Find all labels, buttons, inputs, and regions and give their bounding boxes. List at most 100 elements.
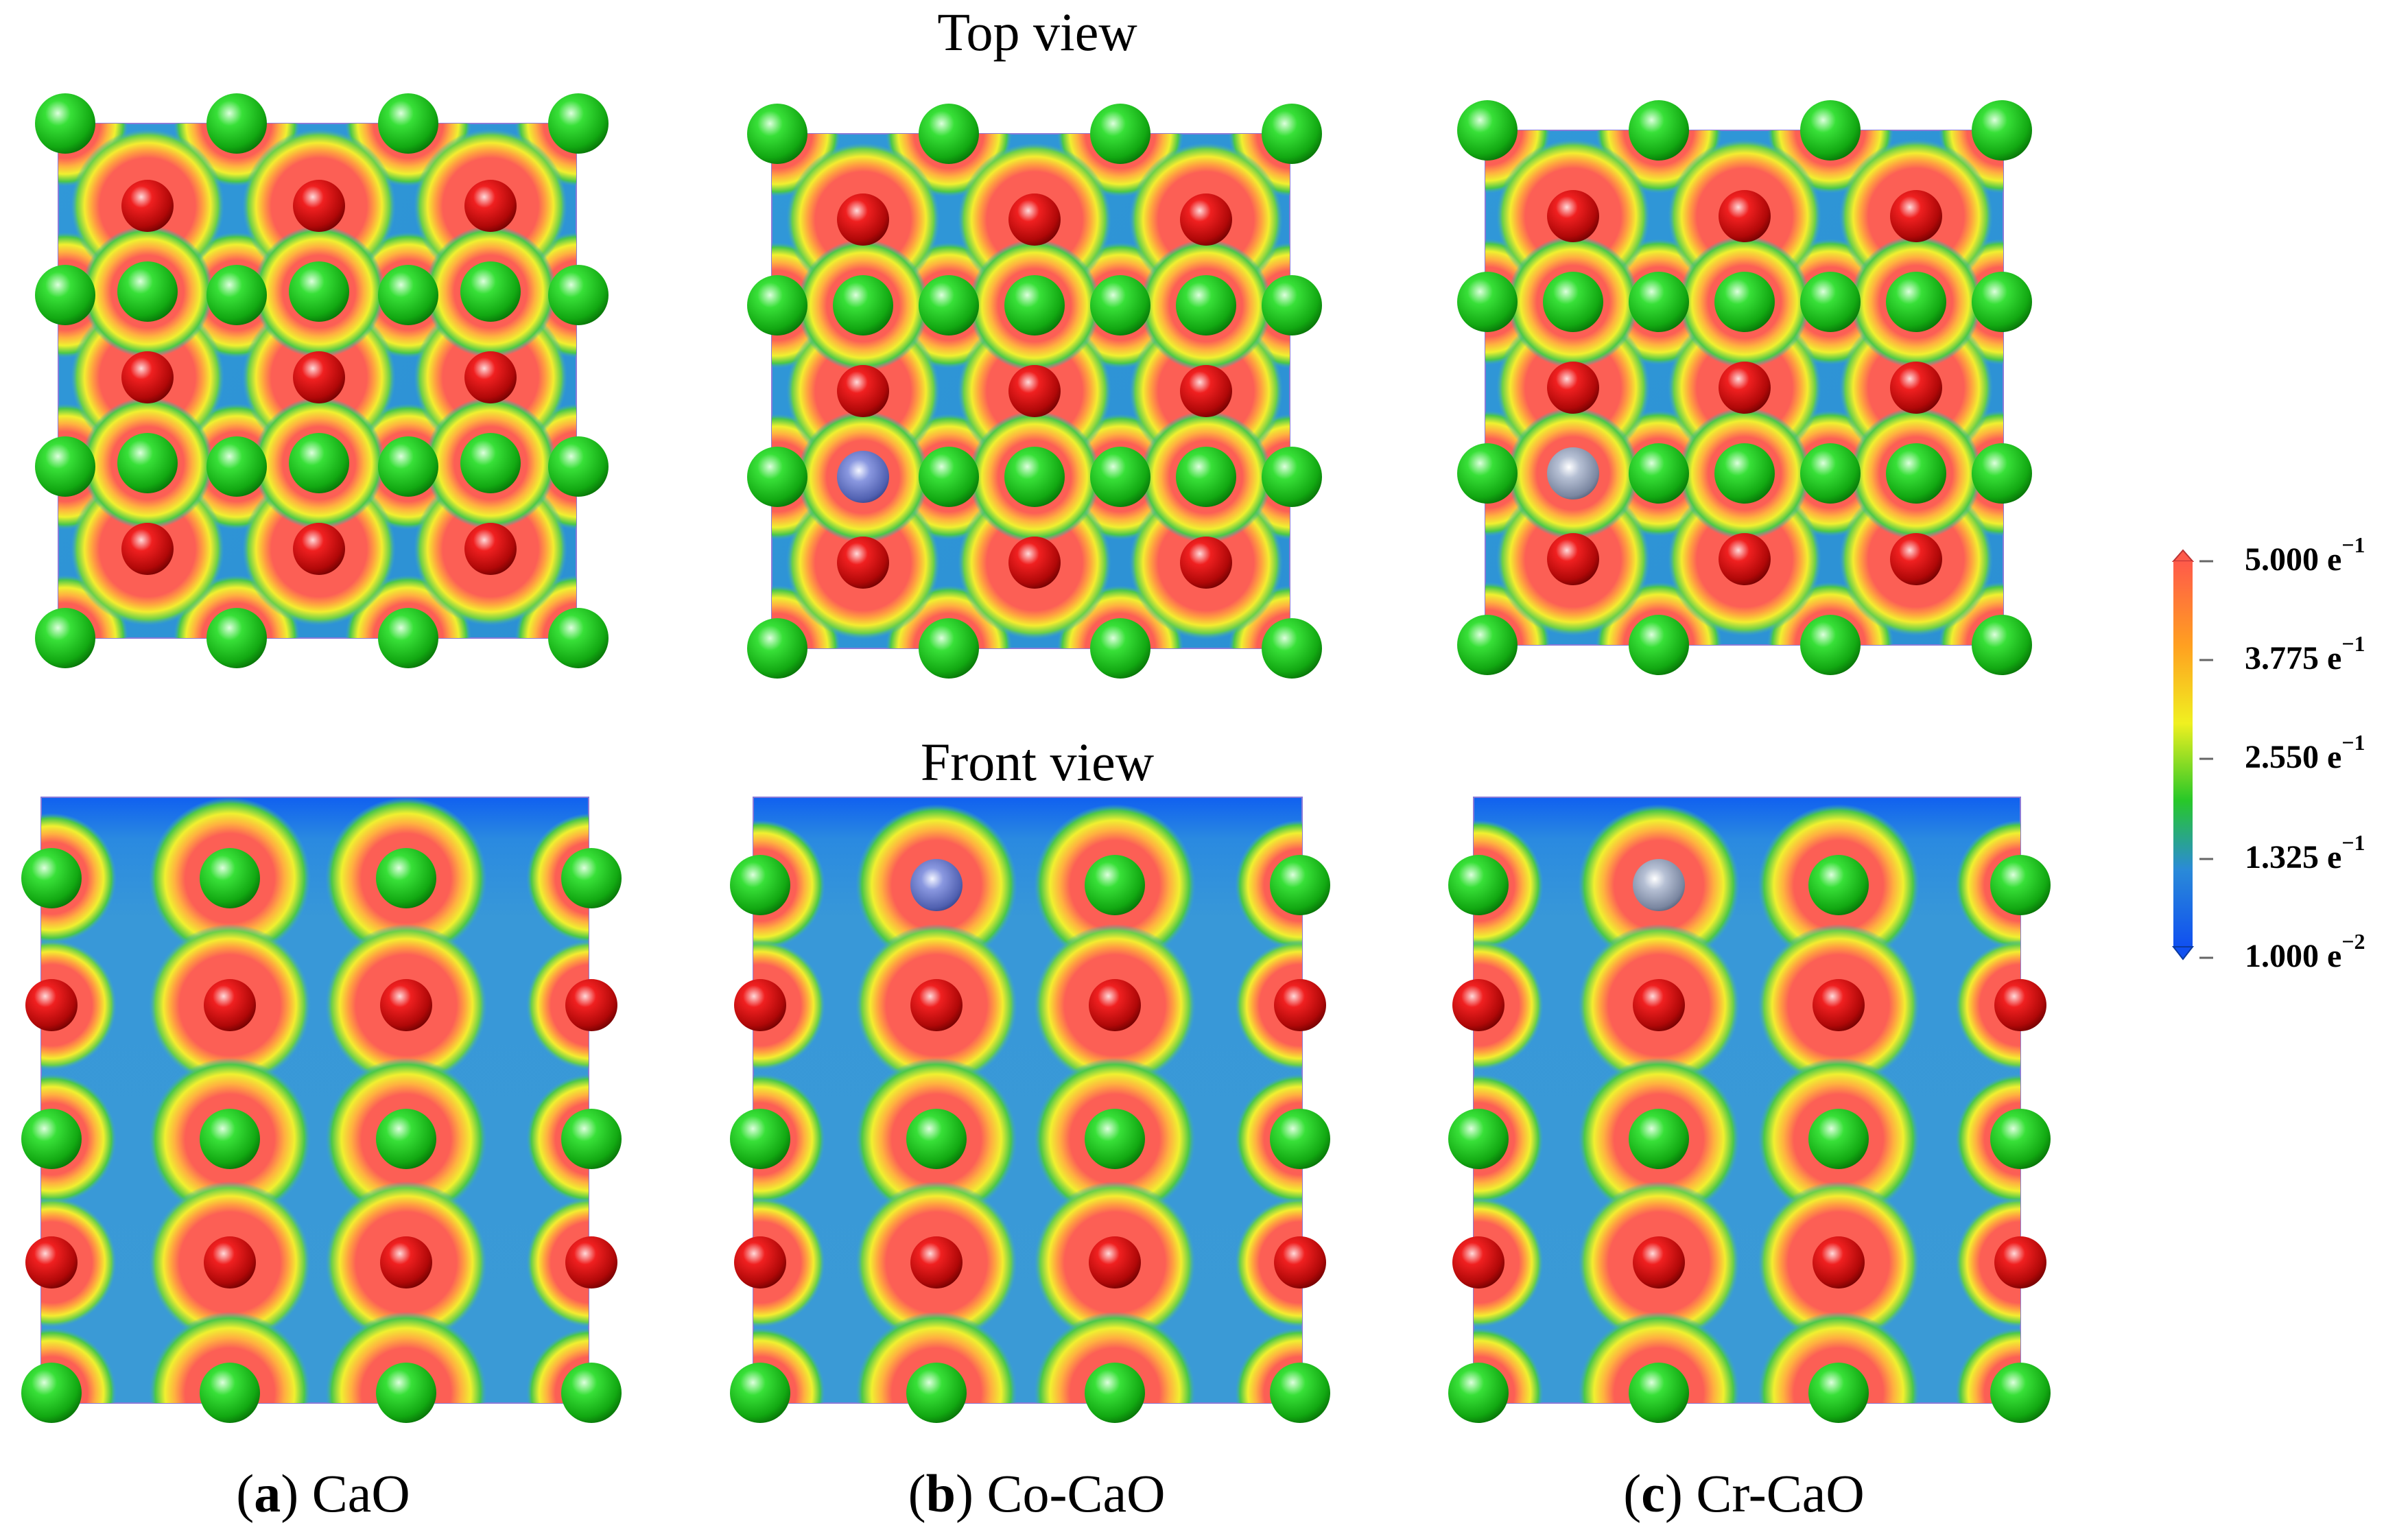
o-halo xyxy=(41,940,117,1070)
ca-atom xyxy=(378,436,438,497)
ca-atom xyxy=(1090,618,1150,679)
o-atom xyxy=(1274,979,1326,1031)
ca-atom xyxy=(1448,855,1509,915)
front-panel-b xyxy=(730,797,1330,1423)
ca-atom xyxy=(747,447,807,507)
o-atom xyxy=(1890,533,1942,585)
ca-atom xyxy=(21,1109,82,1169)
ca-halo xyxy=(1955,1074,2020,1204)
ca-atom xyxy=(747,275,807,336)
o-halo xyxy=(41,1197,117,1328)
ca-atom xyxy=(1448,1109,1509,1169)
ca-halo xyxy=(1235,1074,1302,1204)
ca-atom xyxy=(460,433,521,493)
o-halo xyxy=(526,1197,589,1328)
o-atom xyxy=(1008,365,1061,417)
ca-atom xyxy=(561,1363,622,1423)
panel-caption-c: (c) Cr-CaO xyxy=(1623,1463,1865,1523)
co-dopant-atom xyxy=(837,451,889,503)
ca-atom xyxy=(1800,615,1861,675)
ca-atom xyxy=(1090,275,1150,336)
panel-caption-a: (a) CaO xyxy=(236,1463,410,1523)
o-atom xyxy=(1719,533,1771,585)
o-atom xyxy=(1633,1236,1685,1288)
top-view-panels xyxy=(35,93,2032,679)
o-atom xyxy=(380,979,432,1031)
o-atom xyxy=(293,180,345,232)
ca-atom xyxy=(1886,443,1946,504)
ca-atom xyxy=(1800,100,1861,161)
ca-atom xyxy=(1714,272,1775,332)
ca-atom xyxy=(21,1363,82,1423)
ca-atom xyxy=(561,1109,622,1169)
ca-halo xyxy=(855,1312,1017,1403)
o-atom xyxy=(1008,193,1061,246)
colorbar-lower-cap xyxy=(2171,946,2195,961)
front-density-map-a xyxy=(40,797,589,1404)
ca-atom xyxy=(200,848,260,908)
ca-atom xyxy=(1886,272,1946,332)
o-atom xyxy=(204,979,256,1031)
o-atom xyxy=(1719,190,1771,242)
ca-atom xyxy=(1004,275,1065,336)
o-atom xyxy=(1547,533,1599,585)
ca-atom xyxy=(548,436,609,497)
ca-atom xyxy=(1262,447,1322,507)
o-atom xyxy=(25,979,78,1031)
front-panel-c xyxy=(1448,797,2051,1423)
ca-atom xyxy=(35,436,95,497)
o-atom xyxy=(1180,365,1232,417)
o-atom xyxy=(121,351,174,403)
o-halo xyxy=(753,1197,825,1328)
ca-atom xyxy=(561,848,622,908)
ca-atom xyxy=(730,1363,790,1423)
ca-atom xyxy=(1176,275,1236,336)
ca-atom xyxy=(1262,618,1322,679)
ca-atom xyxy=(289,261,349,322)
colorbar-label-0: 5.000 e−1 xyxy=(2245,532,2365,578)
ca-atom xyxy=(833,275,893,336)
ca-atom xyxy=(376,1109,436,1169)
o-atom xyxy=(464,523,517,575)
ca-atom xyxy=(1457,100,1518,161)
o-atom xyxy=(1180,193,1232,246)
ca-atom xyxy=(1629,1363,1689,1423)
o-halo xyxy=(1955,1197,2020,1328)
o-halo xyxy=(1474,940,1544,1070)
ca-atom xyxy=(1176,447,1236,507)
ca-atom xyxy=(117,433,178,493)
ca-atom xyxy=(1543,272,1603,332)
front-panel-a xyxy=(21,797,622,1423)
ca-atom xyxy=(1990,1363,2051,1423)
front-density-map-c xyxy=(1473,797,2021,1404)
panel-letter-b: b xyxy=(925,1463,956,1523)
ca-atom xyxy=(1090,447,1150,507)
o-atom xyxy=(1719,362,1771,414)
o-atom xyxy=(1274,1236,1326,1288)
ca-atom xyxy=(1808,1109,1869,1169)
o-atom xyxy=(910,1236,963,1288)
ca-halo xyxy=(1758,1312,1920,1403)
ca-atom xyxy=(378,265,438,325)
o-halo xyxy=(1235,1197,1302,1328)
panel-material-a: CaO xyxy=(311,1463,410,1523)
co-dopant-atom xyxy=(910,859,963,911)
o-atom xyxy=(121,523,174,575)
ca-atom xyxy=(1090,104,1150,164)
ca-halo xyxy=(149,1312,311,1403)
o-atom xyxy=(380,1236,432,1288)
ca-atom xyxy=(1808,1363,1869,1423)
o-atom xyxy=(1994,979,2046,1031)
o-halo xyxy=(526,940,589,1070)
ca-atom xyxy=(747,104,807,164)
o-halo xyxy=(753,940,825,1070)
o-atom xyxy=(1547,362,1599,414)
o-atom xyxy=(464,180,517,232)
ca-atom xyxy=(906,1109,967,1169)
ca-atom xyxy=(919,275,979,336)
ca-atom xyxy=(35,265,95,325)
ca-atom xyxy=(1800,443,1861,504)
ca-atom xyxy=(206,265,267,325)
ca-atom xyxy=(1629,1109,1689,1169)
